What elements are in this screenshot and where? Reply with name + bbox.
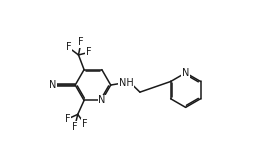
Text: F: F <box>72 122 78 132</box>
Text: F: F <box>66 42 71 52</box>
Text: F: F <box>86 47 91 57</box>
Text: F: F <box>82 119 88 129</box>
Text: F: F <box>78 37 84 47</box>
Text: N: N <box>49 80 56 90</box>
Text: F: F <box>65 114 70 124</box>
Text: N: N <box>182 68 189 78</box>
Text: N: N <box>98 95 106 105</box>
Text: NH: NH <box>118 78 133 87</box>
